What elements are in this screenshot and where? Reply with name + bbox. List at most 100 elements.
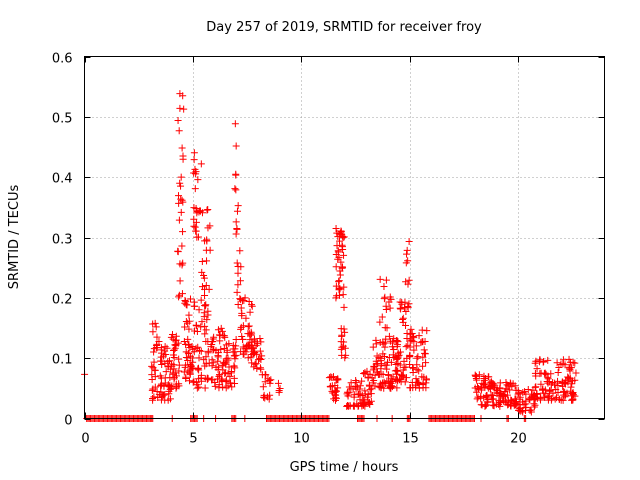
- data-point: [211, 382, 219, 390]
- data-point: [530, 400, 538, 408]
- data-point: [234, 202, 242, 210]
- data-point: [192, 344, 200, 352]
- data-point: [161, 343, 169, 351]
- data-point: [236, 247, 244, 255]
- data-point: [413, 378, 421, 386]
- data-point: [553, 394, 561, 402]
- data-point: [407, 325, 415, 333]
- data-point: [568, 380, 576, 388]
- y-tick-label: 0.4: [52, 172, 73, 187]
- data-point: [192, 168, 200, 176]
- data-point: [253, 340, 261, 348]
- data-point: [533, 390, 541, 398]
- data-point: [215, 331, 223, 339]
- data-point: [204, 307, 212, 315]
- data-point: [236, 277, 244, 285]
- data-point: [190, 222, 198, 230]
- data-point: [228, 383, 236, 391]
- data-point: [562, 391, 570, 399]
- data-point: [482, 401, 490, 409]
- data-point: [168, 331, 176, 339]
- data-point: [332, 387, 340, 395]
- data-point: [172, 384, 180, 392]
- data-point: [419, 362, 427, 370]
- data-point: [162, 368, 170, 376]
- data-point: [374, 371, 382, 379]
- data-point: [225, 363, 233, 371]
- data-point: [175, 192, 183, 200]
- data-point: [234, 281, 242, 289]
- data-point: [190, 156, 198, 164]
- data-point: [377, 357, 385, 365]
- data-point: [182, 340, 190, 348]
- data-point: [245, 298, 253, 306]
- data-point: [261, 370, 269, 378]
- data-point: [191, 327, 199, 335]
- data-point: [222, 376, 230, 384]
- data-point: [571, 359, 579, 367]
- data-point: [178, 261, 186, 269]
- data-point: [350, 402, 358, 410]
- data-point: [412, 342, 420, 350]
- data-point: [174, 116, 182, 124]
- data-point: [415, 384, 423, 392]
- data-point: [201, 285, 209, 293]
- data-point: [182, 298, 190, 306]
- data-point: [177, 208, 185, 216]
- data-point: [332, 224, 340, 232]
- data-point: [345, 383, 353, 391]
- data-point: [232, 230, 240, 238]
- data-point: [275, 388, 283, 396]
- data-point: [259, 383, 267, 391]
- data-point: [405, 276, 413, 284]
- data-point: [382, 335, 390, 343]
- data-point: [496, 399, 504, 407]
- data-point: [202, 360, 210, 368]
- data-point: [203, 375, 211, 383]
- data-point: [496, 389, 504, 397]
- data-point: [537, 380, 545, 388]
- data-point: [418, 326, 426, 334]
- data-point: [175, 127, 183, 135]
- data-point: [385, 353, 393, 361]
- data-point: [194, 176, 202, 184]
- data-point: [379, 340, 387, 348]
- data-point: [504, 382, 512, 390]
- data-point: [398, 300, 406, 308]
- data-point: [471, 384, 479, 392]
- data-point: [559, 387, 567, 395]
- data-point: [180, 105, 188, 113]
- data-point: [402, 374, 410, 382]
- data-point: [256, 364, 264, 372]
- data-point: [256, 335, 264, 343]
- data-point: [176, 179, 184, 187]
- data-point: [549, 389, 557, 397]
- data-point: [335, 284, 343, 292]
- data-point: [383, 365, 391, 373]
- data-point: [399, 373, 407, 381]
- data-point: [396, 361, 404, 369]
- data-point: [232, 342, 240, 350]
- data-point: [177, 182, 185, 190]
- data-point: [249, 347, 257, 355]
- data-point: [553, 359, 561, 367]
- data-point: [237, 296, 245, 304]
- data-point: [267, 376, 275, 384]
- data-point: [398, 372, 406, 380]
- x-tick-label: 0: [81, 432, 89, 447]
- data-point: [168, 382, 176, 390]
- data-point: [385, 332, 393, 340]
- data-point: [335, 278, 343, 286]
- data-point: [215, 372, 223, 380]
- data-point: [243, 341, 251, 349]
- data-point: [386, 304, 394, 312]
- data-point: [170, 365, 178, 373]
- data-point: [222, 360, 230, 368]
- data-point: [328, 382, 336, 390]
- data-point: [383, 324, 391, 332]
- data-point: [406, 343, 414, 351]
- data-point: [567, 364, 575, 372]
- data-point: [379, 350, 387, 358]
- data-point: [233, 259, 241, 267]
- data-point: [246, 336, 254, 344]
